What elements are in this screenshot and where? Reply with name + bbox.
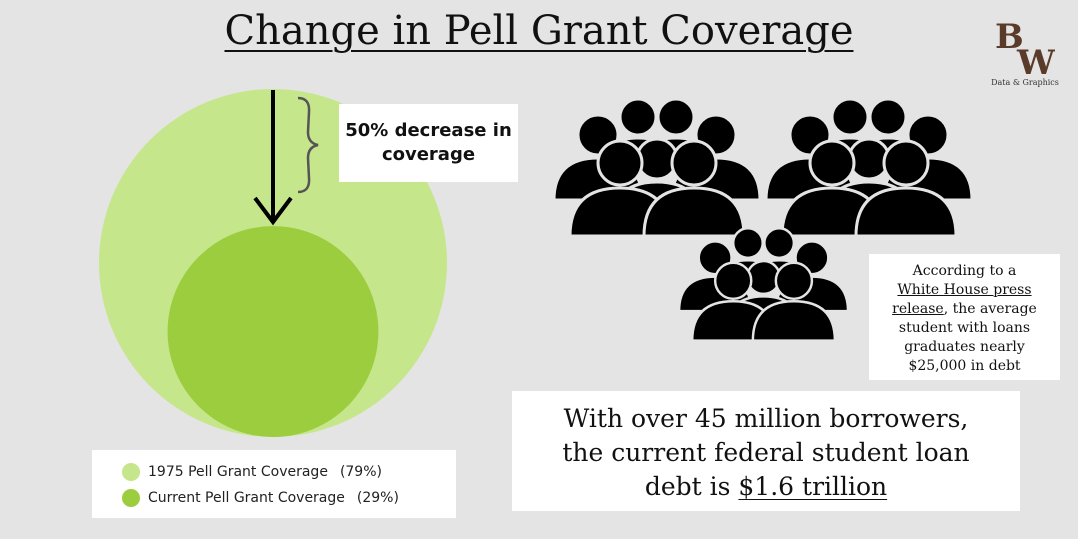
people-group-icon (552, 97, 974, 342)
callout-line2: coverage (381, 144, 476, 165)
person-body (751, 300, 837, 342)
stat-line3-prefix: debt is (644, 472, 739, 501)
people-group-icon (552, 97, 762, 238)
logo-subtitle: Data & Graphics (991, 78, 1059, 87)
info-line2-rest: , the average (943, 301, 1037, 317)
person-head (882, 139, 930, 187)
debt-amount: $1.6 trillion (738, 472, 888, 501)
chart-legend: 1975 Pell Grant Coverage (79%) Current P… (92, 450, 456, 518)
down-arrow-icon (253, 90, 293, 226)
info-line3: student with loans (898, 320, 1031, 336)
info-line1: According to a (912, 263, 1017, 279)
person-head (596, 139, 644, 187)
people-group-icon (764, 97, 974, 238)
person-head (830, 97, 870, 137)
person-head (656, 97, 696, 137)
info-line4: graduates nearly (904, 339, 1025, 355)
brand-logo: B W Data & Graphics (985, 14, 1065, 94)
stat-line1: With over 45 million borrowers, (563, 404, 969, 433)
legend-item-current: Current Pell Grant Coverage (29%) (122, 485, 456, 511)
circle-current-coverage (167, 226, 379, 437)
callout-line1: 50% decrease in (345, 120, 512, 141)
person-head (618, 97, 658, 137)
svg-text:B: B (995, 17, 1024, 57)
info-line5: $25,000 in debt (908, 358, 1021, 374)
white-house-info-box: According to a White House press release… (869, 254, 1060, 380)
press-release-link-cont[interactable]: release (892, 301, 944, 317)
person-head (868, 97, 908, 137)
legend-swatch-current (122, 489, 140, 507)
decrease-callout: 50% decrease in coverage (339, 104, 518, 182)
svg-text:W: W (1016, 43, 1055, 78)
person-body (854, 186, 958, 238)
person-head (713, 261, 753, 301)
white-house-press-release-link[interactable]: White House press (897, 282, 1032, 298)
bw-logo-mark: B W (995, 17, 1055, 78)
legend-swatch-1975 (122, 463, 140, 481)
person-head (808, 139, 856, 187)
legend-item-1975: 1975 Pell Grant Coverage (79%) (122, 459, 456, 485)
person-body (642, 186, 746, 238)
student-debt-stat-box: With over 45 million borrowers, the curr… (512, 391, 1020, 511)
person-head (774, 261, 814, 301)
person-head (763, 227, 796, 260)
page-title: Change in Pell Grant Coverage (224, 8, 854, 54)
curly-brace-icon (297, 96, 319, 194)
person-head (731, 227, 764, 260)
people-group-icon (677, 227, 850, 342)
stat-line2: the current federal student loan (562, 438, 970, 467)
legend-label-1975: 1975 Pell Grant Coverage (148, 464, 328, 480)
legend-value-current: (29%) (356, 490, 399, 506)
legend-label-current: Current Pell Grant Coverage (148, 490, 345, 506)
person-head (670, 139, 718, 187)
legend-value-1975: (79%) (339, 464, 382, 480)
